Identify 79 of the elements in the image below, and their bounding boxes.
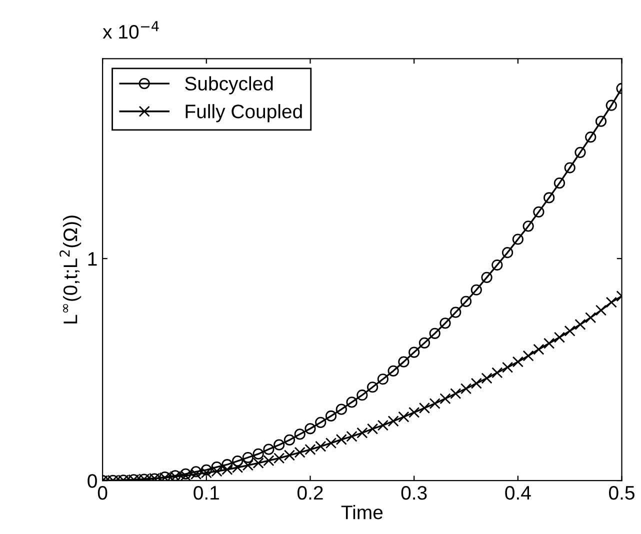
point (356, 427, 368, 438)
point (595, 116, 607, 127)
text: x 10$^{−4}$ (102, 21, 159, 39)
point (512, 356, 524, 368)
point (502, 247, 514, 258)
point (398, 356, 410, 368)
point (522, 220, 534, 232)
point (429, 328, 440, 339)
point (544, 192, 555, 204)
point (429, 398, 440, 410)
point (284, 434, 296, 446)
point (450, 306, 462, 318)
point (263, 444, 274, 455)
point (512, 234, 524, 245)
point (440, 393, 451, 404)
point (606, 100, 617, 111)
point (325, 410, 337, 422)
point (564, 162, 576, 174)
point (460, 383, 472, 394)
point (574, 318, 586, 330)
point (533, 206, 544, 218)
point (492, 259, 503, 271)
point (554, 332, 566, 343)
point (274, 439, 285, 450)
point (450, 388, 462, 400)
point (522, 350, 534, 362)
point (200, 464, 212, 476)
point (408, 406, 420, 418)
point (356, 390, 368, 401)
point (366, 382, 378, 393)
point (377, 420, 388, 431)
legend-label: Fully Coupled (186, 104, 302, 122)
point (470, 284, 482, 296)
x-tick-label: 0.3 (401, 486, 427, 500)
point (440, 318, 451, 329)
x-tick-label: 0.1 (194, 486, 219, 500)
point (315, 416, 326, 428)
point (606, 296, 617, 308)
point (418, 337, 430, 348)
point (502, 362, 514, 373)
point (325, 438, 337, 449)
x-axis-title: Time (341, 504, 383, 520)
point (336, 404, 347, 415)
point (232, 456, 244, 467)
point (460, 296, 472, 307)
point (585, 312, 596, 324)
point (533, 344, 544, 355)
point (304, 423, 316, 434)
point (492, 367, 503, 378)
point (242, 452, 254, 464)
point (481, 272, 492, 283)
y-axis-title: L$^{∞}$(0,t;L$^{2}$(Ω)) (60, 216, 82, 324)
legend-label: Subcycled (185, 76, 273, 94)
point (554, 178, 566, 189)
point (252, 448, 264, 460)
y-tick-label: 1 (88, 252, 97, 266)
point (388, 416, 399, 427)
x-tick-label: 0.2 (297, 486, 323, 500)
point (418, 402, 430, 414)
point (470, 378, 482, 389)
point (190, 466, 202, 478)
point (377, 374, 388, 385)
x-tick-label: 0.5 (609, 486, 634, 500)
point (346, 396, 358, 408)
point (544, 338, 555, 349)
point (585, 132, 596, 143)
point (211, 462, 222, 473)
point (574, 146, 586, 158)
point (481, 372, 492, 384)
point (388, 365, 399, 376)
point (366, 423, 378, 434)
point (398, 411, 410, 422)
point (595, 304, 607, 316)
point (222, 459, 233, 470)
point (564, 325, 576, 337)
x-tick-label: 0 (98, 486, 108, 500)
x-tick-label: 0.4 (505, 486, 531, 500)
point (408, 346, 420, 358)
point (294, 428, 306, 440)
